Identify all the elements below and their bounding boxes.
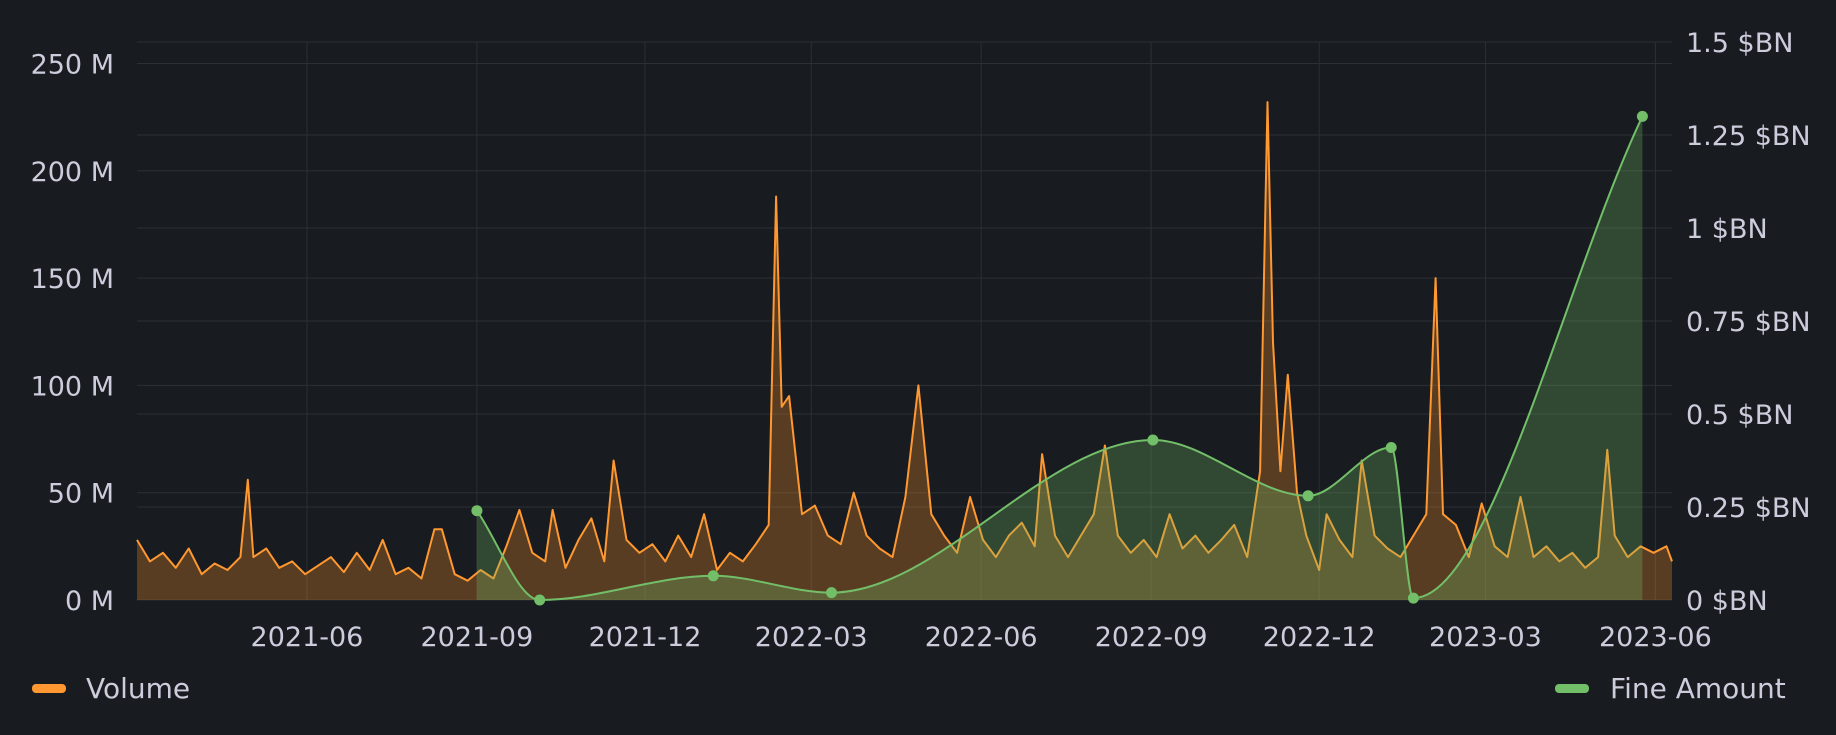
fine-amount-area: [476, 116, 1643, 601]
x-tick-label: 2023-06: [1599, 622, 1712, 653]
y-right-tick-label: 0 $BN: [1686, 586, 1768, 617]
fine-amount-series: [471, 110, 1648, 606]
fine-amount-point: [1302, 490, 1314, 502]
volume-area: [137, 102, 1672, 600]
legend-volume-swatch: [32, 684, 66, 693]
y-right-tick-label: 1 $BN: [1686, 214, 1768, 245]
fine-amount-point: [1407, 592, 1419, 604]
fine-amount-line: [476, 115, 1644, 602]
x-tick-label: 2022-09: [1095, 622, 1208, 653]
legend-fine-amount[interactable]: Fine Amount: [1555, 672, 1786, 705]
x-tick-label: 2021-06: [251, 622, 364, 653]
y-right-tick-label: 0.25 $BN: [1686, 493, 1811, 524]
x-tick-label: 2021-12: [589, 622, 702, 653]
y-left-tick-label: 0 M: [65, 586, 114, 617]
x-tick-label: 2023-03: [1429, 622, 1542, 653]
fine-amount-point: [1147, 434, 1159, 446]
volume-series: [136, 101, 1673, 600]
y-left-tick-label: 200 M: [31, 157, 114, 188]
fine-amount-point: [534, 594, 546, 606]
fine-amount-point: [707, 570, 719, 582]
legend-fine-amount-label: Fine Amount: [1610, 672, 1786, 705]
y-right-tick-label: 1.25 $BN: [1686, 121, 1811, 152]
fine-amount-point: [471, 505, 483, 517]
x-tick-label: 2022-12: [1263, 622, 1376, 653]
axes: 0 M 50 M 100 M 150 M 200 M 250 M 0 $BN 0.25 $BN…: [31, 28, 1811, 653]
y-left-tick-label: 50 M: [48, 479, 114, 510]
fine-amount-point: [1636, 110, 1648, 122]
legend-fine-amount-swatch: [1555, 684, 1589, 693]
fine-amount-point: [826, 587, 837, 599]
y-right-tick-label: 0.5 $BN: [1686, 400, 1793, 431]
x-tick-label: 2021-09: [420, 622, 533, 653]
y-right-tick-label: 1.5 $BN: [1686, 28, 1793, 59]
x-tick-label: 2022-03: [755, 622, 868, 653]
y-right-tick-label: 0.75 $BN: [1686, 307, 1811, 338]
y-left-tick-label: 100 M: [31, 371, 114, 402]
y-left-tick-label: 150 M: [31, 264, 114, 295]
fine-amount-point: [1385, 442, 1397, 453]
x-tick-label: 2022-06: [925, 622, 1038, 653]
legend-volume-label: Volume: [86, 672, 190, 705]
grid: [137, 41, 1672, 601]
volume-line: [136, 101, 1673, 582]
legend-volume[interactable]: Volume: [32, 672, 190, 705]
y-left-tick-label: 250 M: [31, 49, 114, 80]
